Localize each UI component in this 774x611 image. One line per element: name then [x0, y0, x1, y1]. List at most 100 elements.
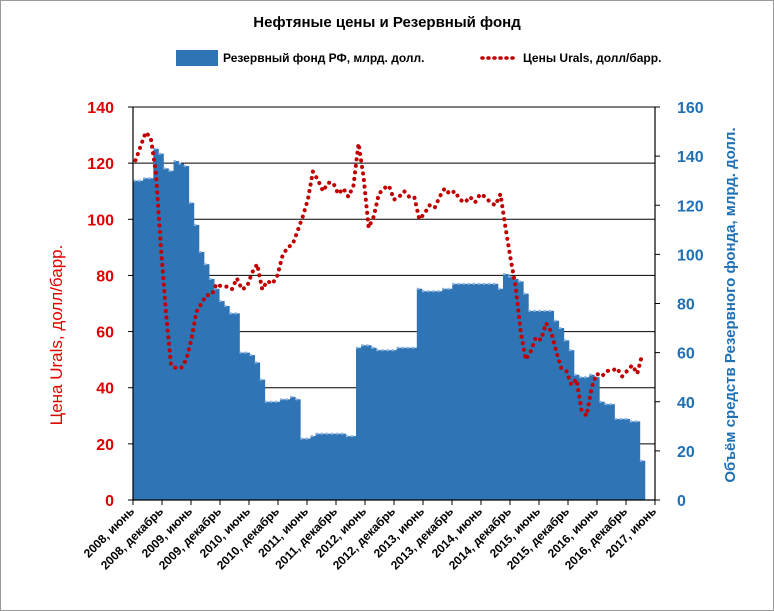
bar	[401, 347, 408, 500]
bar	[619, 418, 625, 500]
bar-highlight	[325, 432, 329, 435]
bar	[350, 436, 357, 500]
right-tick-label: 80	[677, 297, 695, 314]
bar	[239, 352, 245, 501]
bar	[153, 148, 159, 500]
bar-highlight	[209, 277, 212, 280]
bar	[528, 310, 534, 500]
bar	[340, 433, 347, 500]
bar-highlight	[305, 437, 308, 440]
bar-highlight	[421, 290, 425, 293]
bar-highlight	[366, 344, 369, 347]
bar	[411, 347, 418, 500]
bar-highlight	[634, 420, 638, 423]
bar-highlight	[279, 398, 283, 401]
bar-highlight	[558, 327, 562, 330]
bar	[295, 399, 301, 500]
bar-highlight	[477, 282, 481, 285]
bar	[254, 362, 261, 500]
bar-highlight	[492, 282, 496, 285]
bar-highlight	[452, 282, 455, 285]
bar	[249, 355, 256, 500]
bar	[274, 401, 281, 500]
bar-highlight	[411, 346, 415, 349]
bar	[589, 374, 595, 500]
bar-highlight	[198, 250, 202, 253]
bar-highlight	[401, 346, 405, 349]
bar	[158, 153, 164, 501]
left-tick-label: 40	[96, 381, 114, 398]
bar-highlight	[193, 223, 197, 226]
bar	[269, 401, 276, 500]
bar	[376, 350, 382, 500]
bar	[452, 283, 458, 500]
bar	[502, 274, 509, 500]
bar-highlight	[599, 400, 602, 403]
bar	[497, 288, 504, 500]
bar-highlight	[229, 312, 232, 315]
bar	[366, 345, 372, 500]
bar	[361, 345, 367, 500]
bar-highlight	[361, 344, 364, 347]
right-tick-label: 100	[677, 247, 704, 264]
bar	[285, 399, 291, 500]
bar-highlight	[168, 169, 172, 172]
bar-highlight	[426, 290, 430, 293]
bar	[264, 401, 271, 500]
left-tick-label: 20	[96, 437, 114, 454]
bar-highlight	[163, 167, 166, 170]
bar	[416, 288, 423, 500]
bar-highlight	[133, 179, 136, 182]
bar-highlight	[624, 417, 628, 420]
bar-highlight	[173, 160, 177, 163]
bar	[198, 251, 205, 500]
bar-highlight	[295, 398, 298, 401]
bar	[624, 418, 631, 500]
bar	[386, 350, 392, 500]
chart-title: Нефтяные цены и Резервный фонд	[253, 14, 521, 31]
urals-price-line	[133, 130, 645, 418]
price-line-path	[133, 130, 645, 418]
bar-highlight	[442, 287, 445, 290]
bar-highlight	[254, 361, 258, 364]
bar-highlight	[578, 376, 582, 379]
bar	[508, 276, 514, 500]
bar	[543, 310, 549, 500]
bar	[634, 421, 641, 500]
bar	[138, 180, 144, 500]
bar-highlight	[396, 346, 400, 349]
bar	[229, 313, 235, 500]
bar-highlight	[518, 280, 521, 283]
bar-highlight	[386, 349, 389, 352]
bar-highlight	[508, 275, 511, 278]
bar	[143, 178, 149, 501]
bar-highlight	[371, 346, 374, 349]
right-axis-ticks: 0 20 40 60 80 100 120 140 160	[655, 100, 704, 510]
bar-highlight	[589, 373, 592, 376]
bar	[604, 404, 610, 500]
bar	[442, 288, 448, 500]
right-tick-label: 120	[677, 198, 704, 215]
bar-highlight	[183, 164, 187, 167]
bar	[477, 283, 484, 500]
bar	[219, 301, 225, 500]
left-tick-label: 100	[87, 212, 114, 229]
bar	[584, 377, 590, 500]
bar-highlight	[320, 432, 324, 435]
bar	[472, 283, 479, 500]
y-axis-right-label: Объём средств Резервного фонда, млрд. до…	[722, 127, 739, 482]
legend: Резервный фонд РФ, млрд. долл. Цены Ural…	[176, 50, 661, 66]
left-tick-label: 140	[87, 100, 114, 117]
bar-highlight	[538, 309, 541, 312]
bar	[563, 340, 570, 500]
bar-highlight	[214, 287, 217, 290]
bar-highlight	[224, 304, 227, 307]
bar-highlight	[563, 339, 567, 342]
bar	[523, 293, 529, 500]
y-axis-left-label: Цена Urals, долл/барр.	[47, 245, 66, 426]
bar-highlight	[523, 292, 526, 295]
bar-highlight	[391, 349, 394, 352]
bar	[320, 433, 326, 500]
bar-highlight	[340, 432, 344, 435]
bar	[310, 436, 316, 500]
